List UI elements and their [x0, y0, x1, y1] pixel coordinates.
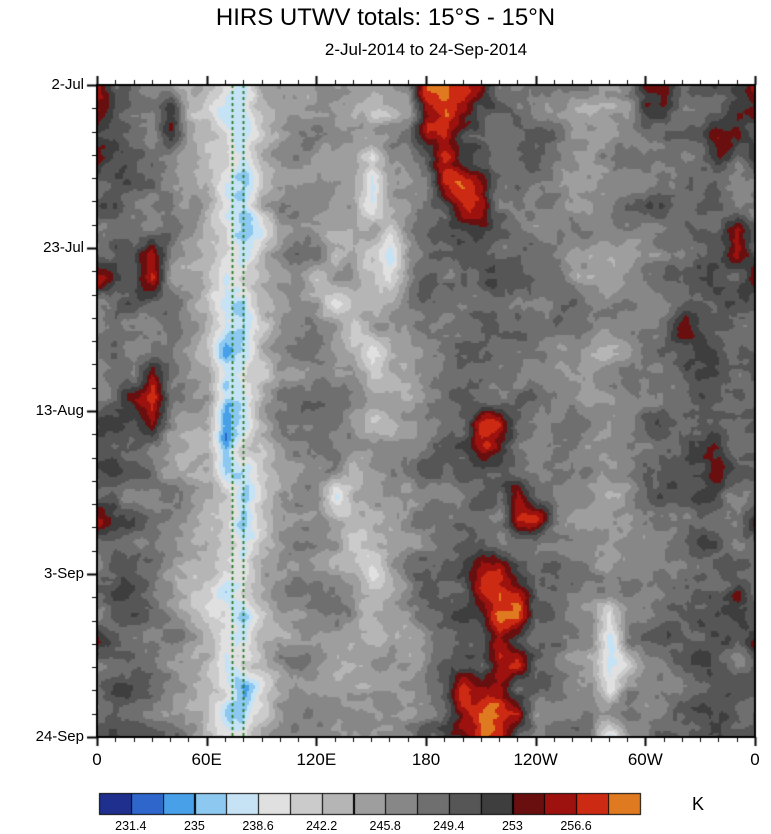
colorbar-tick-label: 242.2 — [305, 819, 338, 833]
x-axis-tick-label: 60W — [627, 750, 663, 769]
colorbar-tick-label: 235 — [183, 819, 205, 833]
colorbar-tick-label: 249.4 — [433, 819, 465, 833]
x-axis-tick-label: 120W — [513, 750, 558, 769]
chart-title: HIRS UTWV totals: 15°S - 15°N — [215, 4, 556, 31]
chart-subtitle: 2-Jul-2014 to 24-Sep-2014 — [324, 40, 528, 59]
colorbar-tick-label: 256.6 — [560, 819, 592, 833]
x-axis-tick-label: 0 — [750, 750, 760, 769]
y-axis-tick-label: 24-Sep — [35, 728, 84, 745]
colorbar-tick-label: 245.8 — [369, 819, 401, 833]
colorbar-tick-label: 231.4 — [115, 819, 147, 833]
x-axis-tick-label: 180 — [411, 750, 441, 769]
x-axis-tick-label: 60E — [191, 750, 222, 769]
y-axis-tick-label: 13-Aug — [35, 402, 84, 419]
x-axis-tick-label: 120E — [296, 750, 337, 769]
y-axis-tick-label: 3-Sep — [43, 565, 84, 582]
y-axis-tick-label: 2-Jul — [51, 76, 84, 93]
colorbar-tick-label: 253 — [501, 819, 523, 833]
colorbar-unit-label: K — [691, 794, 704, 814]
x-axis-tick-label: 0 — [92, 750, 102, 769]
y-axis-tick-label: 23-Jul — [43, 239, 84, 256]
colorbar-tick-label: 238.6 — [242, 819, 274, 833]
